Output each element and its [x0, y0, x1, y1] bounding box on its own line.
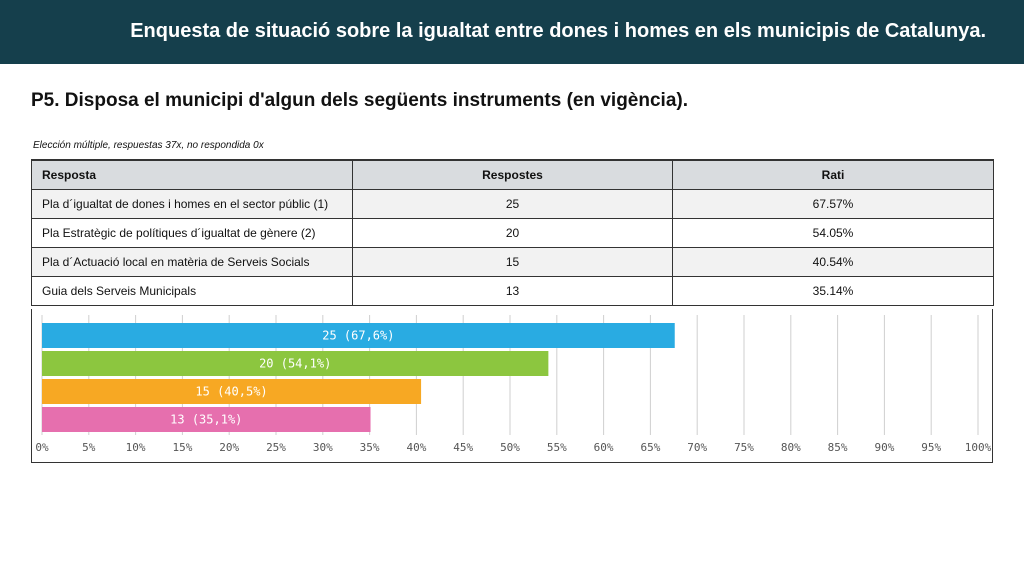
column-header-rati: Rati [672, 159, 994, 190]
results-table: Resposta Respostes Rati Pla d´igualtat d… [31, 159, 994, 306]
x-tick-label: 75% [734, 441, 754, 454]
page-title: Enquesta de situació sobre la igualtat e… [130, 20, 986, 42]
count-cell: 25 [352, 189, 673, 219]
response-note: Elección múltiple, respuestas 37x, no re… [33, 140, 264, 151]
x-tick-label: 70% [687, 441, 707, 454]
column-header-resposta: Resposta [31, 159, 353, 190]
ratio-cell: 35.14% [672, 276, 994, 306]
bar [42, 379, 422, 404]
x-tick-label: 95% [921, 441, 941, 454]
x-tick-label: 50% [500, 441, 520, 454]
bar-data-label: 20 (54,1%) [259, 357, 331, 371]
answer-cell: Guia dels Serveis Municipals [31, 276, 353, 306]
bar-data-label: 13 (35,1%) [170, 413, 242, 427]
x-tick-label: 65% [640, 441, 660, 454]
x-tick-label: 35% [360, 441, 380, 454]
x-tick-label: 60% [594, 441, 614, 454]
count-cell: 13 [352, 276, 673, 306]
x-tick-label: 5% [82, 441, 96, 454]
bar-data-label: 15 (40,5%) [195, 385, 267, 399]
x-tick-label: 15% [172, 441, 192, 454]
x-tick-label: 90% [874, 441, 894, 454]
x-tick-label: 25% [266, 441, 286, 454]
x-tick-label: 100% [965, 441, 992, 454]
table-row: Guia dels Serveis Municipals 13 35.14% [31, 276, 994, 306]
table-row: Pla d´igualtat de dones i homes en el se… [31, 189, 994, 219]
x-tick-label: 40% [406, 441, 426, 454]
answer-cell: Pla d´igualtat de dones i homes en el se… [31, 189, 353, 219]
answer-cell: Pla Estratègic de polítiques d´igualtat … [31, 218, 353, 248]
x-tick-label: 10% [126, 441, 146, 454]
header-bar: Enquesta de situació sobre la igualtat e… [0, 0, 1024, 64]
table-row: Pla Estratègic de polítiques d´igualtat … [31, 218, 994, 248]
count-cell: 20 [352, 218, 673, 248]
x-tick-label: 85% [828, 441, 848, 454]
bar-data-label: 25 (67,6%) [322, 329, 394, 343]
x-tick-label: 55% [547, 441, 567, 454]
x-tick-label: 0% [35, 441, 49, 454]
x-tick-label: 80% [781, 441, 801, 454]
ratio-cell: 67.57% [672, 189, 994, 219]
count-cell: 15 [352, 247, 673, 277]
column-header-respostes: Respostes [352, 159, 673, 190]
bar [42, 407, 371, 432]
x-tick-label: 30% [313, 441, 333, 454]
x-tick-label: 45% [453, 441, 473, 454]
question-title: P5. Disposa el municipi d'algun dels seg… [31, 90, 689, 111]
ratio-cell: 54.05% [672, 218, 994, 248]
x-tick-label: 20% [219, 441, 239, 454]
bar [42, 351, 549, 376]
table-row: Pla d´Actuació local en matèria de Serve… [31, 247, 994, 277]
bar-chart-panel: 0% 5% 10% 15% 20% 25% 30% 35% 40% 45% 50% 55% 60% 65%… [31, 309, 993, 463]
bar-chart: 0% 5% 10% 15% 20% 25% 30% 35% 40% 45% 50% 55% 60% 65%… [35, 315, 992, 454]
table-header-row: Resposta Respostes Rati [31, 159, 994, 190]
bar [42, 323, 675, 348]
answer-cell: Pla d´Actuació local en matèria de Serve… [31, 247, 353, 277]
ratio-cell: 40.54% [672, 247, 994, 277]
